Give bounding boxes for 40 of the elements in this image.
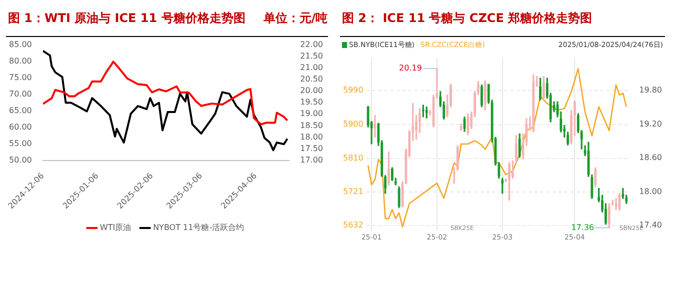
y-tick-label: 50.00 xyxy=(8,155,32,164)
y-tick-label: 5632 xyxy=(343,220,364,230)
legend-label: WTI原油 xyxy=(100,223,132,232)
y2-tick-label: 17.00 xyxy=(300,155,324,164)
y2-tick-label: 19.50 xyxy=(300,98,324,107)
annotation: 17.36 xyxy=(571,222,594,232)
y2-tick-label: 20.00 xyxy=(300,86,324,96)
y-tick-label: 60.00 xyxy=(8,122,32,132)
y2-tick-label: 21.50 xyxy=(300,51,324,60)
candlestick xyxy=(539,78,542,100)
y-tick-label: 5990 xyxy=(343,86,364,95)
y-tick-label: 80.00 xyxy=(8,56,32,66)
y2-tick-label: 20.50 xyxy=(300,74,324,84)
candlestick xyxy=(388,151,390,186)
candlestick xyxy=(542,76,545,100)
candlestick xyxy=(508,162,510,201)
chart-subtitle: 单位：元/吨 xyxy=(263,11,328,25)
y2-tick-label: 19.00 xyxy=(300,109,324,118)
y2-tick-label: 18.00 xyxy=(639,186,662,196)
candlestick xyxy=(512,160,514,179)
y2-tick-label: 19.80 xyxy=(639,86,662,95)
y-tick-label: 85.00 xyxy=(8,40,32,49)
chart-title: 图 2： ICE 11 号糖与 CZCE 郑糖价格走势图 xyxy=(342,10,592,27)
annotation: 20.19 xyxy=(399,64,422,73)
y2-tick-label: 21.00 xyxy=(300,62,324,72)
y2-tick-label: 18.00 xyxy=(300,132,324,142)
y-tick-label: 5810 xyxy=(343,153,364,162)
y-tick-label: 5900 xyxy=(343,120,364,129)
chart-title: 图 1：WTI 原油与 ICE 11 号糖价格走势图 xyxy=(8,11,246,25)
y2-tick-label: 19.20 xyxy=(639,119,662,128)
y-tick-label: 55.00 xyxy=(8,138,32,148)
y-tick-label: 70.00 xyxy=(8,89,32,98)
y2-tick-label: 18.50 xyxy=(300,120,324,130)
y-tick-label: 75.00 xyxy=(8,72,32,82)
legend-label: NYBOT 11号糖-活跃合约 xyxy=(153,223,244,232)
y-tick-label: 5721 xyxy=(343,186,364,196)
y-tick-label: 65.00 xyxy=(8,106,32,115)
y2-tick-label: 18.60 xyxy=(639,153,662,162)
y2-tick-label: 22.00 xyxy=(300,40,324,49)
y2-tick-label: 17.50 xyxy=(300,144,324,153)
